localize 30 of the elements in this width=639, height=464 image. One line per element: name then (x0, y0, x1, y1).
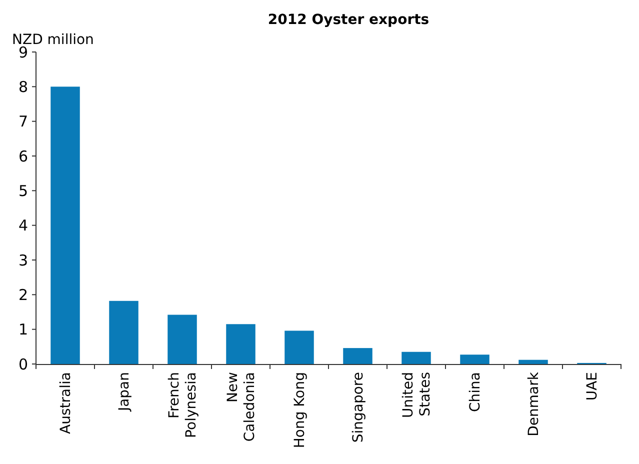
bar (284, 330, 314, 364)
y-tick-label: 0 (18, 355, 28, 374)
x-tick-label: Denmark (526, 371, 542, 436)
y-tick-label: 7 (18, 112, 28, 131)
y-tick-label: 1 (18, 320, 28, 339)
y-tick-label: 6 (18, 147, 28, 166)
bar (226, 324, 256, 364)
y-tick-label: 4 (18, 216, 28, 235)
y-tick-label: 5 (18, 182, 28, 200)
y-tick-label: 9 (18, 43, 28, 62)
bar (518, 360, 548, 364)
x-tick-label: UAE (584, 372, 601, 401)
x-tick-label: French Polynesia (166, 372, 200, 438)
x-tick-label: Hong Kong (292, 372, 308, 448)
x-tick-label: China (468, 372, 484, 412)
chart-title: 2012 Oyster exports (268, 12, 430, 28)
bar (109, 300, 138, 364)
bar (343, 348, 372, 364)
y-tick-label: 2 (18, 286, 28, 304)
bar (168, 314, 197, 364)
x-tick-label: New Caledonia (225, 372, 258, 442)
x-tick-label: United States (400, 372, 434, 418)
x-tick-label: Singapore (350, 372, 367, 443)
y-tick-label: 3 (18, 251, 28, 270)
y-tick-label: 8 (18, 78, 28, 96)
bar (402, 352, 431, 364)
bar (460, 354, 490, 364)
bar (50, 86, 80, 364)
x-tick-label: Australia (58, 372, 74, 434)
x-tick-label: Japan (116, 372, 133, 412)
